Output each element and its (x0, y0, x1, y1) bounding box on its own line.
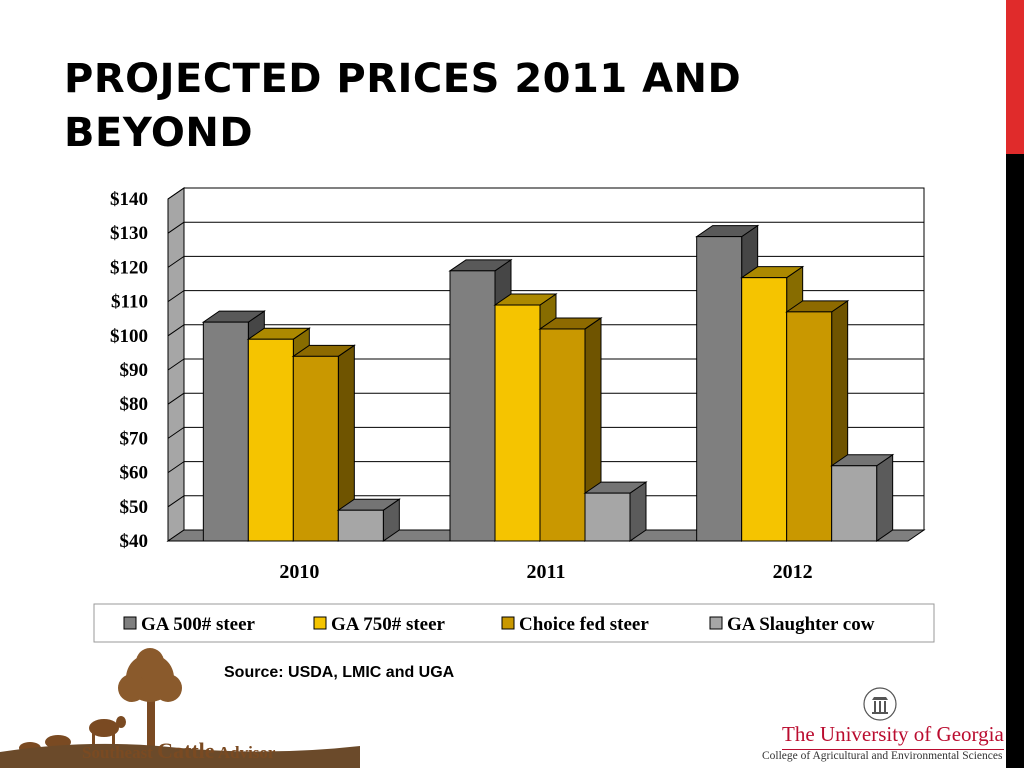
uga-wordmark: The University of Georgia (782, 722, 1004, 750)
bar-ga-slaughter-cow-2010 (336, 498, 401, 542)
southeast-cattle-advisor-wordmark: Southeast Cattle Advisor (82, 738, 276, 763)
bar-front (539, 328, 586, 542)
y-tick-label: $120 (110, 257, 148, 278)
bar-front (741, 277, 788, 542)
bar-side (876, 453, 894, 542)
legend-swatch (709, 616, 723, 630)
gridline-side (167, 426, 185, 439)
bar-front (831, 465, 878, 542)
y-tick-label: $60 (120, 463, 149, 484)
x-tick-label: 2011 (527, 561, 566, 583)
gridline-side (167, 461, 185, 474)
side-accent (1006, 0, 1024, 154)
y-tick-label: $50 (120, 497, 149, 518)
legend-swatch (501, 616, 515, 630)
bar-front (292, 355, 339, 542)
y-tick-label: $140 (110, 189, 148, 210)
y-tick-label: $110 (111, 292, 148, 313)
slide-title: PROJECTED PRICES 2011 AND BEYOND (64, 56, 742, 156)
gridline-side (167, 495, 185, 508)
bar-front (202, 321, 249, 542)
bar-ga-slaughter-cow-2011 (583, 481, 648, 542)
source-note: Source: USDA, LMIC and UGA (224, 664, 455, 681)
bar-front (494, 304, 541, 542)
uga-arch-icon (863, 687, 897, 721)
side-bar (1006, 0, 1024, 768)
bar-front (337, 509, 384, 542)
legend-label: GA 750# steer (331, 614, 446, 635)
bar-front (584, 492, 631, 542)
gridline-side (167, 290, 185, 303)
x-tick-label: 2012 (773, 561, 813, 583)
y-tick-label: $70 (120, 428, 149, 449)
legend-swatch (313, 616, 327, 630)
legend-swatch (123, 616, 137, 630)
bar-front (247, 338, 294, 542)
y-tick-label: $100 (110, 326, 148, 347)
legend-label: GA Slaughter cow (727, 614, 875, 635)
gridline-side (167, 187, 185, 200)
bar-front (696, 236, 743, 542)
x-tick-label: 2010 (279, 561, 319, 583)
gridline-side (167, 358, 185, 371)
y-tick-label: $40 (120, 531, 149, 552)
y-tick-label: $80 (120, 394, 149, 415)
uga-college-name: College of Agricultural and Environmenta… (762, 750, 1003, 762)
gridline-side (167, 221, 185, 234)
legend-box (93, 603, 935, 643)
gridline-side (167, 255, 185, 268)
y-tick-label: $90 (120, 360, 149, 381)
y-tick-label: $130 (110, 223, 148, 244)
bar-choice-fed-steer-2010 (291, 344, 356, 542)
bar-front (786, 311, 833, 542)
bar-front (449, 270, 496, 542)
legend-label: Choice fed steer (519, 614, 649, 635)
southeast-cattle-advisor-logo (0, 648, 360, 768)
gridline-side (167, 324, 185, 337)
gridline-side (167, 392, 185, 405)
bar-ga-slaughter-cow-2012 (830, 453, 895, 542)
legend-label: GA 500# steer (141, 614, 256, 635)
